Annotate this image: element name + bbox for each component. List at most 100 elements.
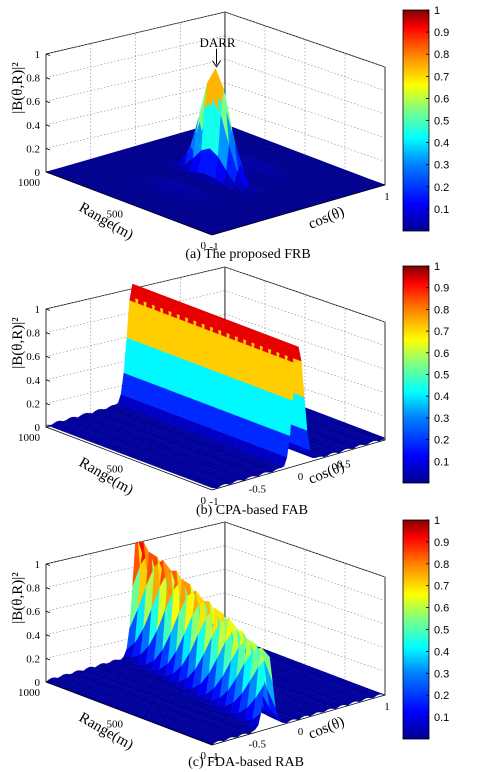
range-tick-label: 500	[107, 464, 124, 476]
z-tick-mark	[45, 587, 51, 590]
panel-caption: (a) The proposed FRB	[185, 247, 310, 262]
surface	[45, 68, 386, 236]
z-axis-label: |B(θ,R)|²	[10, 317, 26, 369]
grid-line	[224, 290, 386, 346]
colorbar-tick-label: 0.9	[434, 27, 449, 39]
z-tick-label: 0.6	[26, 351, 40, 363]
z-tick-label: 0.8	[26, 583, 40, 595]
z-tick-label: 0.2	[26, 143, 40, 155]
cos-tick-label: -1	[209, 241, 218, 253]
range-tick-label: 1000	[18, 432, 41, 444]
z-tick-label: 0.2	[26, 653, 40, 665]
grid-line	[224, 35, 386, 91]
panel-a: 0 0.2 0.4 0.6 0.8 1 0 500 1000 -1 1 |B(θ,R)|² Range(…	[10, 5, 449, 262]
z-tick-mark	[45, 379, 51, 382]
z-tick-label: 1	[35, 559, 41, 571]
darr-arrowhead	[212, 60, 221, 68]
z-tick-mark	[45, 355, 51, 359]
colorbar	[402, 265, 430, 484]
panel-caption: (c) FDA-based RAB	[188, 755, 304, 770]
colorbar-tick-label: 0.6	[434, 93, 449, 105]
grid-line	[224, 11, 386, 68]
range-axis-line	[45, 681, 213, 746]
grid-line	[224, 106, 386, 162]
surface	[45, 283, 386, 489]
z-tick-label: 0.2	[26, 398, 40, 410]
range-tick-label: 1000	[18, 177, 41, 189]
grid-line	[224, 545, 386, 601]
colorbar-tick-label: 0.1	[434, 712, 449, 724]
z-tick-mark	[45, 308, 51, 311]
cos-tick-label: 1	[384, 701, 390, 713]
grid-line	[224, 82, 386, 139]
grid-line	[45, 35, 226, 78]
panel-c: 0 0.2 0.4 0.6 0.8 1 0 500 1000 -1 -0.5 0 1 |B(θ,R)|² R…	[10, 515, 449, 770]
z-axis-label: |B(θ,R)|²	[10, 62, 26, 114]
colorbar-tick-label: 0.7	[434, 326, 449, 338]
grid-line	[45, 82, 226, 126]
grid-line	[224, 266, 386, 323]
z-axis-label: |B(θ,R)|²	[10, 572, 26, 624]
surface-patch	[373, 690, 386, 696]
colorbar-tick-label: 0.5	[434, 625, 449, 637]
cos-axis-line	[211, 694, 386, 746]
colorbar-tick-label: 0.4	[434, 138, 449, 150]
z-tick-mark	[45, 148, 51, 151]
colorbar-tick-label: 0.5	[434, 116, 449, 128]
z-tick-label: 0.6	[26, 96, 40, 108]
cos-tick-label: -0.5	[249, 484, 267, 496]
cos-axis-label: cos(θ)	[306, 714, 346, 743]
z-tick-mark	[45, 681, 51, 684]
colorbar-tick-label: 0.2	[434, 182, 449, 194]
colorbar-tick-label: 0.4	[434, 391, 449, 403]
range-tick-label: 0	[201, 240, 207, 252]
range-tick-label: 0	[201, 495, 207, 507]
range-tick-label: 500	[107, 719, 124, 731]
z-tick-label: 0	[35, 677, 41, 689]
range-axis-line	[45, 171, 213, 236]
colorbar-tick-label: 0.8	[434, 49, 449, 61]
grid-line	[45, 11, 226, 55]
z-tick-mark	[45, 53, 51, 56]
cos-axis-line	[211, 184, 386, 236]
z-tick-mark	[45, 426, 51, 429]
z-tick-mark	[45, 563, 51, 566]
colorbar-tick-label: 0.3	[434, 668, 449, 680]
colorbar-tick-label: 0.1	[434, 456, 449, 468]
surface-patch	[373, 434, 386, 440]
cos-axis-label: cos(θ)	[306, 459, 346, 488]
z-tick-mark	[45, 658, 51, 661]
cos-axis-line	[211, 439, 386, 491]
colorbar-tick-label: 0.9	[434, 537, 449, 549]
surface	[45, 541, 386, 746]
z-tick-mark	[45, 171, 51, 174]
range-axis-label: Range(m)	[76, 710, 136, 754]
z-tick-mark	[45, 403, 51, 406]
colorbar-tick-label: 0.1	[434, 204, 449, 216]
colorbar-tick-label: 1	[434, 261, 440, 273]
grid-line	[224, 616, 386, 672]
colorbar-tick-label: 0.6	[434, 603, 449, 615]
z-tick-mark	[45, 124, 51, 127]
z-tick-label: 0	[35, 422, 41, 434]
z-tick-label: 0.8	[26, 73, 40, 85]
z-tick-label: 0.4	[26, 630, 40, 642]
range-axis-label: Range(m)	[76, 455, 136, 499]
z-tick-label: 0.4	[26, 120, 40, 132]
z-tick-label: 1	[35, 49, 41, 61]
range-tick-label: 500	[107, 209, 124, 221]
cos-tick-label: 0	[298, 471, 304, 483]
colorbar-tick-label: 0.2	[434, 435, 449, 447]
grid-line	[224, 521, 386, 578]
range-axis-line	[45, 426, 213, 491]
colorbar	[402, 9, 430, 232]
grid-line	[45, 106, 226, 149]
colorbar-tick-label: 0.9	[434, 283, 449, 295]
colorbar-tick-label: 0.7	[434, 581, 449, 593]
z-tick-label: 0.8	[26, 328, 40, 340]
range-tick-label: 1000	[18, 687, 41, 699]
colorbar-tick-label: 0.7	[434, 71, 449, 83]
z-tick-label: 0	[35, 167, 41, 179]
colorbar-tick-label: 0.4	[434, 646, 449, 658]
